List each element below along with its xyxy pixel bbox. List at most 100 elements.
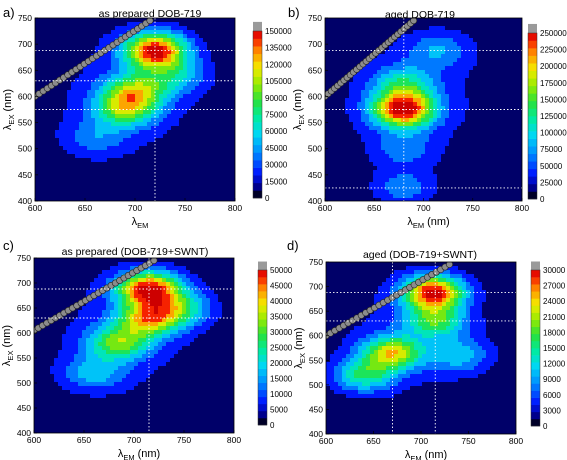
heat-cell bbox=[437, 178, 441, 182]
heat-cell bbox=[179, 42, 183, 46]
heat-cell bbox=[425, 150, 429, 154]
heat-cell bbox=[477, 110, 481, 114]
heat-cell bbox=[51, 102, 55, 106]
heat-cell bbox=[147, 54, 151, 58]
heat-cell bbox=[517, 42, 521, 46]
heat-cell bbox=[421, 18, 425, 22]
heat-cell bbox=[373, 198, 377, 201]
heat-cell bbox=[405, 106, 409, 110]
heat-cell bbox=[409, 194, 413, 198]
heat-cell bbox=[497, 70, 501, 74]
heat-cell bbox=[215, 58, 219, 62]
heat-cell bbox=[373, 94, 377, 98]
heat-cell bbox=[206, 262, 210, 266]
heat-cell bbox=[75, 90, 79, 94]
heat-cell bbox=[51, 38, 55, 42]
heat-cell bbox=[489, 126, 493, 130]
heat-cell bbox=[365, 18, 369, 22]
heat-cell bbox=[55, 50, 59, 54]
heat-cell bbox=[127, 130, 131, 134]
heat-cell bbox=[369, 98, 373, 102]
heat-cell bbox=[187, 198, 191, 201]
heat-cell bbox=[131, 94, 135, 98]
heat-cell bbox=[71, 42, 75, 46]
heat-cell bbox=[179, 186, 183, 190]
heat-cell bbox=[365, 86, 369, 90]
heat-cell bbox=[51, 62, 55, 66]
heat-cell bbox=[457, 138, 461, 142]
heat-cell bbox=[227, 82, 231, 86]
heat-cell bbox=[219, 82, 223, 86]
heat-cell bbox=[75, 130, 79, 134]
heat-cell bbox=[223, 150, 227, 154]
heat-cell bbox=[91, 170, 95, 174]
heat-cell bbox=[183, 46, 187, 50]
heat-cell bbox=[381, 82, 385, 86]
heat-cell bbox=[429, 150, 433, 154]
heat-cell bbox=[421, 126, 425, 130]
colorbar-band bbox=[528, 138, 537, 147]
heat-cell bbox=[361, 126, 365, 130]
heat-cell bbox=[219, 138, 223, 142]
heat-cell bbox=[429, 102, 433, 106]
heat-cell bbox=[191, 18, 195, 22]
heat-cell bbox=[163, 186, 167, 190]
heat-cell bbox=[51, 66, 55, 70]
heat-cell bbox=[111, 86, 115, 90]
heat-cell bbox=[131, 86, 135, 90]
heat-cell bbox=[413, 194, 417, 198]
heat-cell bbox=[51, 18, 55, 22]
heat-cell bbox=[211, 130, 215, 134]
heat-cell bbox=[39, 22, 43, 26]
heat-cell bbox=[337, 50, 341, 54]
heat-cell bbox=[481, 166, 485, 170]
colorbar-band bbox=[528, 183, 537, 192]
heat-cell bbox=[119, 150, 123, 154]
heat-cell bbox=[329, 154, 333, 158]
heat-cell bbox=[465, 18, 469, 22]
heat-cell bbox=[405, 90, 409, 94]
heat-cell bbox=[341, 62, 345, 66]
heat-cell bbox=[389, 26, 393, 30]
heat-cell bbox=[159, 118, 163, 122]
heat-cell bbox=[223, 138, 227, 142]
heat-cell bbox=[99, 122, 103, 126]
heat-cell bbox=[123, 110, 127, 114]
heat-cell bbox=[167, 22, 171, 26]
heat-cell bbox=[139, 118, 143, 122]
heat-cell bbox=[457, 142, 461, 146]
heat-cell bbox=[219, 162, 223, 166]
heat-cell bbox=[67, 58, 71, 62]
heat-cell bbox=[175, 54, 179, 58]
heat-cell bbox=[433, 82, 437, 86]
heat-cell bbox=[429, 50, 433, 54]
heat-cell bbox=[187, 154, 191, 158]
heat-cell bbox=[191, 50, 195, 54]
heat-cell bbox=[107, 182, 111, 186]
heat-cell bbox=[79, 174, 83, 178]
heat-cell bbox=[397, 58, 401, 62]
heat-cell bbox=[123, 190, 127, 194]
heat-cell bbox=[521, 146, 522, 150]
heat-cell bbox=[87, 22, 91, 26]
scatter-point bbox=[410, 18, 418, 25]
heat-cell bbox=[329, 186, 333, 190]
heat-cell bbox=[457, 98, 461, 102]
heat-cell bbox=[191, 186, 195, 190]
heat-cell bbox=[453, 154, 457, 158]
heat-cell bbox=[131, 194, 135, 198]
heat-cell bbox=[115, 122, 119, 126]
heat-cell bbox=[517, 122, 521, 126]
heat-cell bbox=[119, 194, 123, 198]
heat-cell bbox=[361, 190, 365, 194]
heat-cell bbox=[111, 198, 115, 201]
heat-cell bbox=[357, 182, 361, 186]
heat-cell bbox=[227, 122, 231, 126]
heat-cell bbox=[219, 74, 223, 78]
heat-cell bbox=[397, 38, 401, 42]
heat-cell bbox=[215, 78, 219, 82]
heat-cell bbox=[369, 90, 373, 94]
heat-cell bbox=[67, 50, 71, 54]
heat-cell bbox=[337, 90, 341, 94]
heat-cell bbox=[183, 54, 187, 58]
